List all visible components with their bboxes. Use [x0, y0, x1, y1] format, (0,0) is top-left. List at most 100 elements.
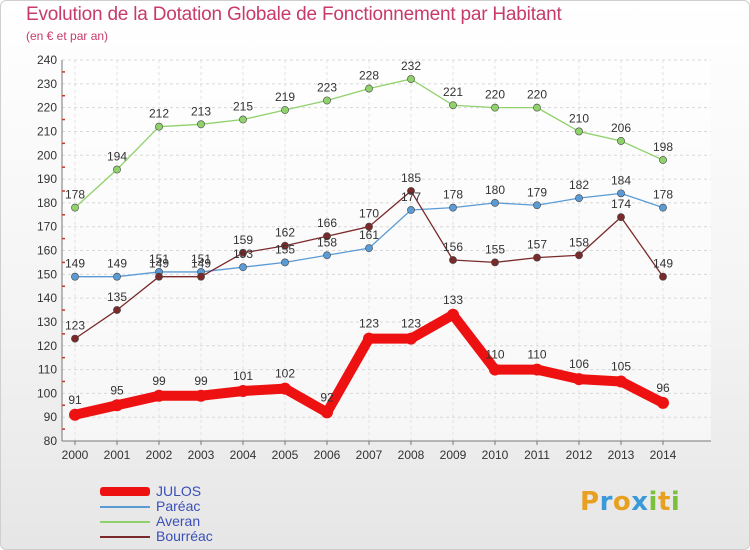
legend-item-averan: Averan — [100, 514, 213, 529]
data-label: 182 — [569, 178, 589, 192]
data-point — [575, 194, 583, 203]
data-label: 177 — [401, 190, 421, 204]
data-label: 180 — [485, 183, 505, 197]
data-point — [491, 103, 499, 112]
y-tick-label: 230 — [37, 77, 57, 91]
data-label: 91 — [68, 393, 82, 407]
x-tick-label: 2006 — [314, 448, 341, 462]
data-label: 105 — [611, 359, 631, 373]
y-tick-label: 110 — [38, 363, 57, 377]
data-point — [197, 272, 205, 281]
data-point — [491, 198, 499, 207]
legend-label: Paréac — [156, 498, 201, 514]
chart-subtitle: (en € et par an) — [26, 29, 109, 43]
logo-letter: x — [631, 487, 649, 517]
data-point — [659, 203, 667, 212]
data-point — [323, 251, 331, 260]
data-label: 215 — [233, 100, 253, 114]
data-point — [71, 272, 79, 281]
data-point — [659, 272, 667, 281]
data-label: 212 — [149, 107, 169, 121]
data-point — [489, 363, 501, 376]
data-label: 178 — [653, 188, 673, 202]
data-point — [237, 384, 249, 397]
x-tick-label: 2004 — [230, 448, 257, 462]
data-point — [113, 272, 121, 281]
y-tick-label: 140 — [37, 291, 57, 305]
data-point — [71, 203, 79, 212]
data-label: 149 — [65, 257, 85, 271]
data-point — [195, 389, 207, 402]
y-tick-label: 160 — [37, 244, 57, 258]
data-point — [363, 332, 375, 345]
y-tick-label: 180 — [37, 196, 57, 210]
data-label: 135 — [107, 290, 127, 304]
data-label: 166 — [317, 216, 337, 230]
data-point — [281, 258, 289, 267]
data-label: 99 — [194, 374, 208, 388]
data-label: 106 — [569, 357, 589, 371]
data-point — [617, 137, 625, 145]
data-point — [239, 263, 247, 272]
x-tick-label: 2012 — [566, 448, 593, 462]
logo-letter: i — [670, 487, 681, 517]
proxiti-logo: Proxiti — [580, 487, 680, 517]
data-point — [321, 406, 333, 419]
legend-swatch — [100, 535, 150, 538]
data-label: 220 — [485, 88, 505, 102]
data-label: 179 — [527, 185, 547, 199]
x-tick-label: 2000 — [62, 448, 89, 462]
data-point — [449, 256, 457, 264]
data-point — [197, 120, 205, 129]
data-label: 219 — [275, 90, 295, 104]
data-label: 159 — [233, 233, 253, 247]
data-point — [365, 244, 373, 253]
data-label: 158 — [569, 235, 589, 249]
data-point — [405, 332, 417, 345]
legend-swatch — [100, 520, 150, 523]
legend-item-bourréac: Bourréac — [100, 529, 213, 544]
data-label: 123 — [65, 319, 85, 333]
logo-letter: r — [599, 487, 613, 517]
data-label: 158 — [317, 235, 337, 249]
data-point — [659, 156, 667, 164]
data-label: 232 — [401, 59, 421, 73]
data-label: 161 — [359, 228, 379, 242]
logo-letter: P — [580, 487, 600, 517]
x-tick-label: 2008 — [398, 448, 425, 462]
x-tick-label: 2013 — [608, 448, 635, 462]
data-label: 210 — [569, 111, 589, 125]
data-label: 110 — [485, 348, 504, 362]
y-tick-label: 100 — [37, 386, 57, 400]
data-point — [407, 206, 415, 214]
y-tick-label: 130 — [37, 315, 57, 329]
data-label: 149 — [149, 257, 169, 271]
data-label: 151 — [149, 252, 169, 266]
y-tick-label: 200 — [37, 148, 57, 162]
data-point — [153, 389, 165, 402]
chart-title: Evolution de la Dotation Globale de Fonc… — [26, 4, 562, 25]
data-label: 99 — [152, 374, 166, 388]
data-label: 194 — [107, 150, 127, 164]
y-tick-label: 120 — [37, 339, 57, 353]
logo-letter: o — [612, 487, 632, 517]
y-tick-label: 240 — [37, 53, 57, 67]
data-label: 162 — [275, 226, 295, 240]
data-point — [615, 375, 627, 388]
data-point — [155, 122, 163, 131]
x-tick-label: 2014 — [650, 448, 677, 462]
data-label: 156 — [443, 240, 463, 254]
logo-letter: t — [657, 487, 671, 517]
x-tick-label: 2001 — [104, 448, 131, 462]
data-point — [533, 103, 541, 112]
data-point — [575, 251, 583, 260]
data-label: 170 — [359, 207, 379, 221]
data-label: 123 — [359, 317, 379, 331]
data-label: 198 — [653, 140, 673, 154]
data-point — [71, 334, 79, 343]
data-label: 123 — [401, 317, 421, 331]
data-label: 155 — [275, 242, 295, 256]
data-point — [617, 189, 625, 198]
data-label: 95 — [110, 383, 124, 397]
data-label: 174 — [611, 197, 631, 211]
